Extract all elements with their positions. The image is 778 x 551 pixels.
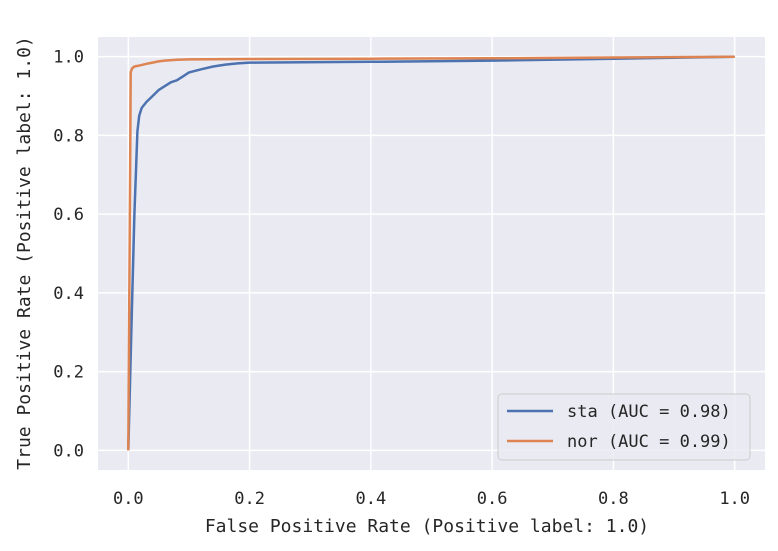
x-tick-label: 0.4	[356, 489, 387, 509]
legend-label-sta: sta (AUC = 0.98)	[567, 402, 731, 422]
y-tick-label: 0.2	[53, 363, 84, 383]
legend: sta (AUC = 0.98) nor (AUC = 0.99)	[497, 393, 751, 461]
y-axis-label: True Positive Rate (Positive label: 1.0)	[14, 36, 35, 469]
y-tick-label: 0.0	[53, 441, 84, 461]
series-line-nor	[127, 55, 735, 451]
x-tick-label: 0.0	[113, 489, 144, 509]
y-tick-label: 0.4	[53, 284, 84, 304]
grid	[98, 37, 765, 470]
series-line-sta	[127, 55, 735, 451]
x-axis-label: False Positive Rate (Positive label: 1.0…	[205, 516, 649, 537]
x-axis-ticks: 0.0 0.2 0.4 0.6 0.8 1.0	[113, 489, 750, 509]
legend-label-nor: nor (AUC = 0.99)	[567, 432, 731, 452]
x-tick-label: 0.6	[477, 489, 508, 509]
x-tick-label: 0.8	[598, 489, 629, 509]
x-tick-label: 0.2	[234, 489, 265, 509]
y-axis-ticks: 0.0 0.2 0.4 0.6 0.8 1.0	[53, 48, 84, 462]
legend-box	[497, 393, 751, 461]
y-tick-label: 1.0	[53, 48, 84, 68]
y-tick-label: 0.6	[53, 205, 84, 225]
series-lines	[127, 55, 735, 451]
x-tick-label: 1.0	[719, 489, 750, 509]
y-tick-label: 0.8	[53, 126, 84, 146]
